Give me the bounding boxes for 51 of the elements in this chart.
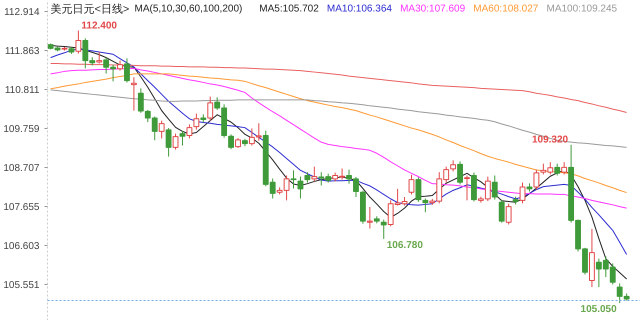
candlestick: [298, 176, 304, 200]
y-tick-label: 109.759: [3, 124, 40, 135]
candlestick: [520, 182, 526, 204]
annotation: 112.400: [81, 20, 118, 32]
candlestick: [180, 130, 186, 146]
candlestick: [158, 120, 165, 139]
candlestick: [561, 162, 568, 175]
candlestick: [457, 160, 463, 185]
candlestick: [235, 138, 241, 149]
candlestick: [117, 60, 123, 72]
y-tick-label: 106.603: [3, 240, 40, 252]
y-tick-label: 108.707: [3, 162, 40, 174]
candlestick: [498, 199, 505, 224]
y-tick-label: 107.655: [3, 202, 40, 213]
candlestick: [492, 175, 498, 200]
y-tick-label: 105.551: [3, 280, 40, 291]
annotation: 106.780: [386, 240, 424, 251]
candlestick: [207, 96, 214, 122]
text: MA10:106.364: [326, 4, 392, 14]
annotation: MA(5,10,30,60,100,200): [134, 4, 242, 14]
candlestick: [416, 176, 422, 202]
candlestick: [304, 172, 310, 184]
y-tick-label: 111.863: [4, 46, 40, 57]
candlestick: [186, 124, 192, 139]
text: MA100:109.245: [546, 4, 618, 14]
candlestick: [75, 30, 82, 54]
text: MA5:105.702: [259, 4, 320, 14]
text: MA30:107.609: [400, 4, 466, 14]
candlestick: [172, 133, 178, 150]
candlestick: [96, 52, 102, 64]
y-tick-label: 110.811: [4, 84, 40, 96]
candlestick: [311, 166, 318, 182]
candlestick: [422, 198, 428, 213]
candlestick: [130, 76, 137, 112]
candlestick: [290, 170, 296, 189]
candlestick: [408, 174, 414, 195]
candlestick: [366, 206, 373, 230]
line-series: [50, 89, 628, 148]
candlestick: [554, 163, 560, 176]
candlestick: [124, 58, 130, 83]
y-tick-label: 112.914: [4, 6, 40, 18]
chart-title: 美元日元<日线>: [50, 2, 130, 16]
annotation: 109.320: [532, 134, 569, 146]
candlestick: [464, 175, 470, 201]
annotation: 105.050: [580, 304, 618, 316]
text: MA60:108.027: [473, 4, 539, 14]
candlestick: [506, 203, 512, 225]
candlestick: [193, 113, 200, 130]
candlestick: [533, 169, 540, 190]
candlestick: [166, 128, 172, 158]
candlestick: [380, 219, 387, 240]
